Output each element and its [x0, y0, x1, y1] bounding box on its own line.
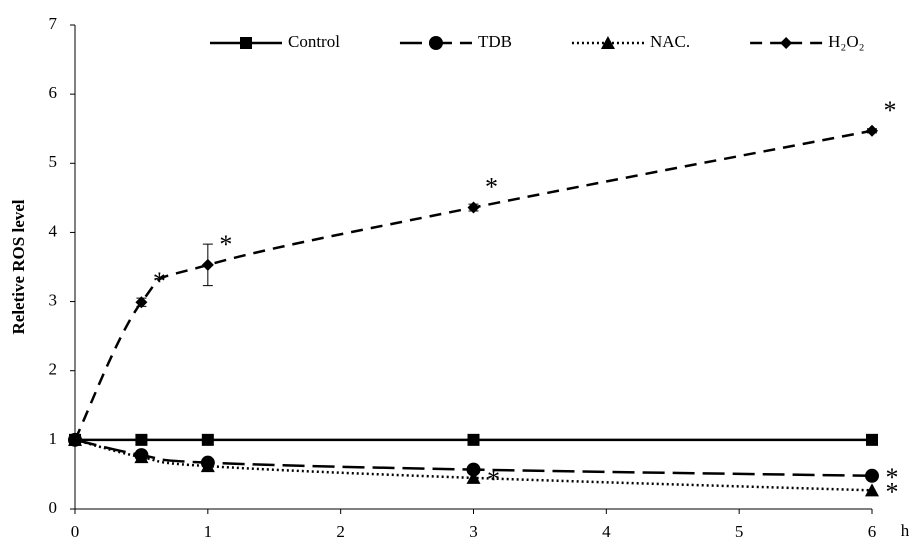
legend-label: H₂O₂ — [828, 32, 864, 51]
marker — [467, 433, 480, 446]
marker — [201, 433, 214, 446]
annotation: * — [219, 230, 232, 259]
series-line — [74, 438, 873, 492]
x-tick-label: 0 — [71, 522, 80, 541]
marker — [600, 36, 615, 49]
y-tick-label: 3 — [49, 290, 58, 309]
y-tick-label: 6 — [49, 83, 58, 102]
y-tick-label: 0 — [49, 498, 58, 517]
marker — [428, 36, 443, 50]
legend-item: H₂O₂ — [750, 32, 865, 51]
x-tick-label: 6 — [868, 522, 877, 541]
marker — [466, 462, 481, 477]
y-tick-label: 5 — [49, 152, 58, 171]
annotation: * — [153, 267, 166, 296]
marker — [865, 483, 879, 497]
x-tick-label: 4 — [602, 522, 611, 541]
legend: Control TDB NAC. H₂O₂ — [210, 32, 865, 51]
legend-label: Control — [288, 32, 340, 51]
marker — [134, 450, 149, 464]
legend-item: NAC. — [571, 32, 690, 51]
marker — [135, 296, 148, 309]
x-tick-label: 3 — [469, 522, 478, 541]
legend-label: NAC. — [650, 32, 690, 51]
annotation: * — [886, 463, 899, 492]
y-tick-label: 1 — [49, 429, 58, 448]
x-tick-label: 5 — [735, 522, 744, 541]
marker — [200, 459, 215, 473]
y-axis-label: Reletive ROS level — [9, 199, 28, 334]
annotation: * — [485, 173, 498, 202]
x-axis-label: h — [901, 521, 910, 540]
x-tick-label: 2 — [336, 522, 345, 541]
marker — [466, 470, 481, 484]
annotation: * — [884, 96, 897, 125]
y-tick-label: 4 — [49, 221, 58, 240]
annotation: * — [886, 477, 899, 506]
legend-label: TDB — [478, 32, 512, 51]
y-tick-label: 7 — [49, 14, 58, 33]
series-line — [73, 129, 873, 441]
legend-item: TDB — [399, 32, 512, 51]
marker — [240, 37, 252, 49]
marker — [135, 433, 148, 446]
legend-item: Control — [210, 32, 340, 51]
marker — [866, 124, 878, 137]
marker — [467, 201, 480, 214]
marker — [865, 468, 879, 483]
marker — [69, 433, 81, 446]
marker — [866, 433, 878, 446]
marker — [201, 258, 214, 271]
marker — [780, 37, 793, 49]
annotation: * — [487, 465, 500, 494]
y-tick-label: 2 — [49, 360, 58, 379]
x-tick-label: 1 — [204, 522, 213, 541]
